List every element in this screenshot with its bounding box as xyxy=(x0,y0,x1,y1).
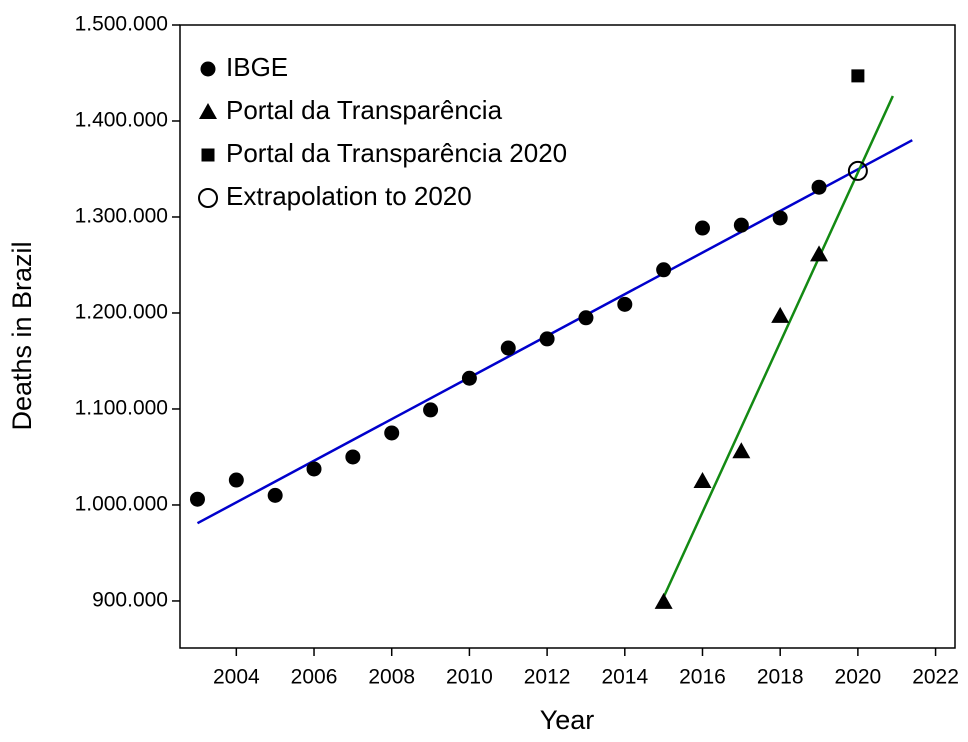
x-tick-label: 2014 xyxy=(601,666,648,689)
legend-label: IBGE xyxy=(226,52,288,82)
x-tick-label: 2018 xyxy=(757,666,804,689)
point xyxy=(847,160,868,181)
legend-label: Portal da Transparência xyxy=(226,95,503,125)
point xyxy=(733,217,749,233)
fit-line xyxy=(662,95,894,598)
point xyxy=(423,402,439,418)
point xyxy=(306,461,322,477)
point xyxy=(732,442,751,459)
x-tick-label: 2016 xyxy=(679,666,726,689)
x-tick-label: 2022 xyxy=(912,666,959,689)
point xyxy=(539,331,555,347)
point xyxy=(810,245,829,262)
y-tick-label: 900.000 xyxy=(92,589,168,612)
point xyxy=(228,472,244,488)
point xyxy=(189,491,205,507)
point xyxy=(656,262,672,278)
point xyxy=(384,425,400,441)
y-tick-label: 1.400.000 xyxy=(75,109,168,132)
x-axis-title: Year xyxy=(540,705,595,735)
y-tick-label: 1.500.000 xyxy=(75,13,168,36)
y-tick-label: 1.100.000 xyxy=(75,397,168,420)
point xyxy=(500,340,516,356)
point xyxy=(851,69,865,83)
point xyxy=(617,296,633,312)
point xyxy=(267,487,283,503)
x-tick-label: 2008 xyxy=(368,666,415,689)
x-tick-label: 2010 xyxy=(446,666,493,689)
point xyxy=(461,370,477,386)
y-tick-label: 1.200.000 xyxy=(75,301,168,324)
legend-label: Portal da Transparência 2020 xyxy=(226,138,567,168)
legend-label: Extrapolation to 2020 xyxy=(226,181,472,211)
point xyxy=(811,179,827,195)
fit-line xyxy=(196,139,913,525)
point xyxy=(771,306,790,323)
point xyxy=(772,210,788,226)
legend-marker xyxy=(198,188,218,208)
x-tick-label: 2012 xyxy=(524,666,571,689)
x-tick-label: 2006 xyxy=(291,666,338,689)
point xyxy=(345,449,361,465)
legend-marker xyxy=(201,148,215,162)
legend-marker xyxy=(199,103,217,119)
point xyxy=(694,220,710,236)
legend-marker xyxy=(200,61,216,77)
y-axis-title: Deaths in Brazil xyxy=(7,241,37,430)
y-tick-label: 1.000.000 xyxy=(75,493,168,516)
x-tick-label: 2004 xyxy=(213,666,260,689)
x-tick-label: 2020 xyxy=(835,666,882,689)
point xyxy=(693,471,712,488)
plot-frame xyxy=(179,24,956,649)
point xyxy=(654,592,673,609)
point xyxy=(578,310,594,326)
y-tick-label: 1.300.000 xyxy=(75,205,168,228)
